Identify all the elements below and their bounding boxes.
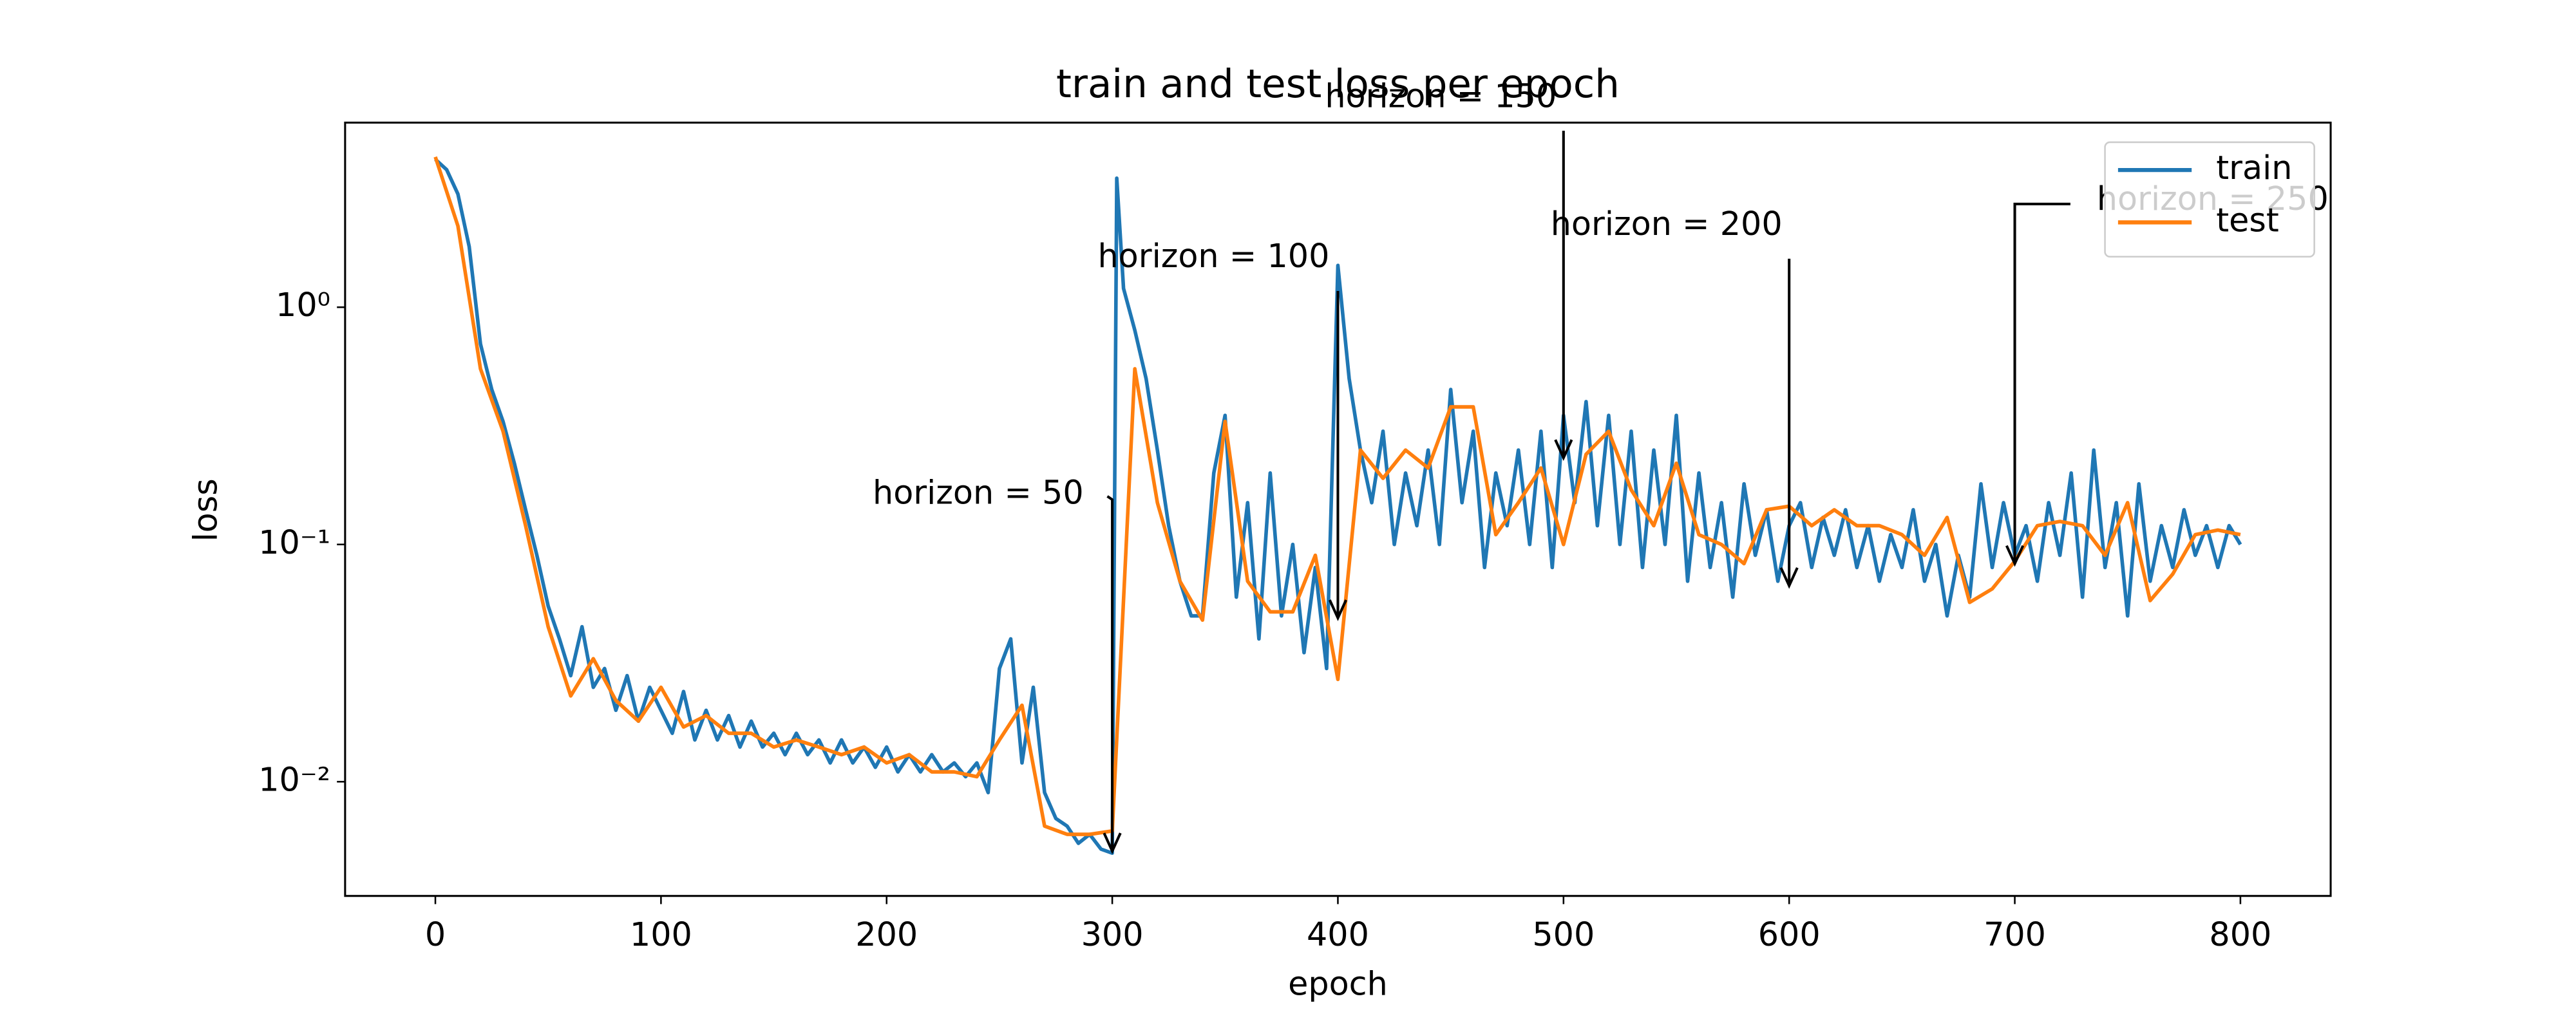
- annotation-arrowhead: [2005, 545, 2025, 567]
- x-tick-label: 300: [1081, 915, 1144, 953]
- y-tick-label: 10⁰: [276, 286, 330, 324]
- line-train: [434, 158, 2242, 856]
- y-tick-label: 10⁻²: [258, 760, 330, 798]
- annotation-text: horizon = 50: [873, 473, 1084, 511]
- plot-frame: [344, 121, 2332, 897]
- x-tick-label: 600: [1758, 915, 1821, 953]
- annotation-arrow: [1106, 495, 1114, 852]
- y-tick-label: 10⁻¹: [258, 523, 330, 561]
- legend-label: train: [2216, 149, 2292, 187]
- x-tick-label: 400: [1307, 915, 1369, 953]
- chart-title: train and test loss per epoch: [1056, 61, 1620, 107]
- annotation-arrowhead: [1779, 567, 1799, 589]
- x-axis-label: epoch: [1288, 964, 1388, 1002]
- y-axis-label: loss: [187, 478, 225, 541]
- x-tick-label: 0: [425, 915, 446, 953]
- x-tick-label: 700: [1984, 915, 2046, 953]
- annotation-text: horizon = 200: [1551, 205, 1783, 243]
- x-tick-label: 100: [630, 915, 692, 953]
- x-tick-label: 500: [1532, 915, 1595, 953]
- legend-label: test: [2216, 201, 2279, 239]
- line-test: [433, 156, 2241, 836]
- annotation-text: horizon = 150: [1325, 77, 1557, 115]
- plot-area: [433, 156, 2242, 856]
- annotation-arrowhead: [1554, 439, 1573, 461]
- annotation-arrowhead: [1328, 599, 1348, 621]
- annotation-arrow: [2013, 202, 2070, 564]
- x-tick-label: 800: [2209, 915, 2271, 953]
- annotation-text: horizon = 100: [1097, 237, 1329, 275]
- x-tick-label: 200: [855, 915, 918, 953]
- annotation-arrowhead: [1103, 832, 1122, 854]
